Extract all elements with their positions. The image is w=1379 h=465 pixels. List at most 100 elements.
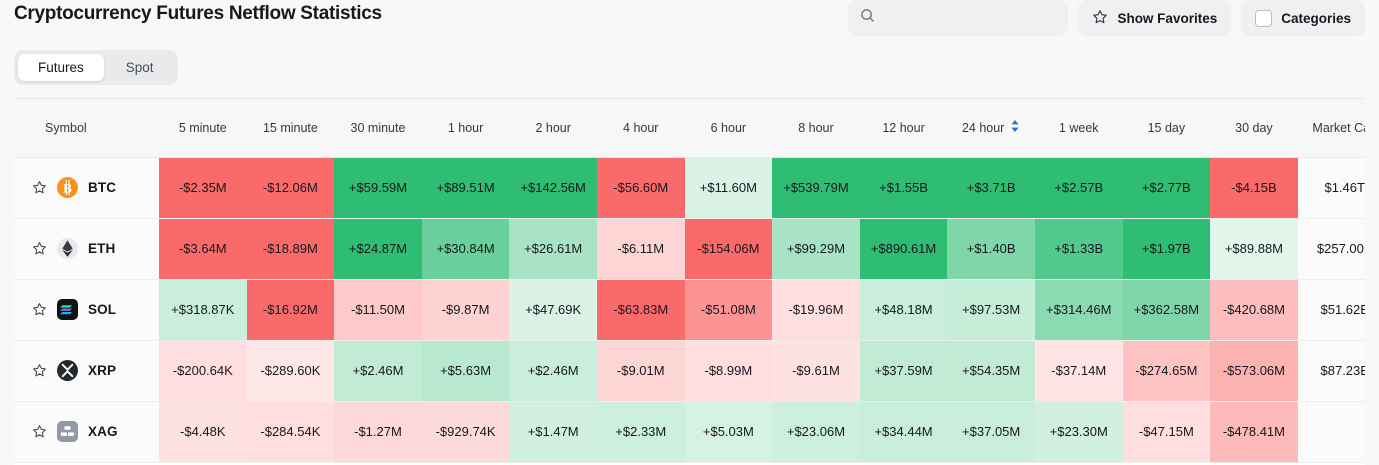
table-row[interactable]: SOL +$318.87K -$16.92M -$11.50M -$9.87M +$47.… xyxy=(14,279,1365,341)
netflow-cell: +$1.47M xyxy=(509,401,597,463)
xrp-icon xyxy=(57,360,78,381)
netflow-cell: +$314.46M xyxy=(1034,279,1123,341)
favorite-star-icon[interactable] xyxy=(32,302,47,317)
column-header-15-day[interactable]: 15 day xyxy=(1122,99,1211,158)
symbol-cell[interactable]: SOL xyxy=(14,279,159,341)
symbol-label: SOL xyxy=(88,302,117,317)
netflow-cell: +$362.58M xyxy=(1122,279,1211,341)
netflow-cell: -$9.87M xyxy=(421,279,510,341)
symbol-cell[interactable]: XRP xyxy=(14,340,159,402)
star-icon xyxy=(1092,9,1108,28)
table-row[interactable]: ETH -$3.64M -$18.89M +$24.87M +$30.84M +$26.6… xyxy=(14,218,1365,280)
symbol-cell[interactable]: XAG xyxy=(14,401,159,463)
column-header-label: 15 day xyxy=(1147,120,1186,135)
netflow-cell: +$2.77B xyxy=(1122,157,1211,219)
column-header-8-hour[interactable]: 8 hour xyxy=(772,99,860,158)
column-header-30-minute[interactable]: 30 minute xyxy=(334,99,422,158)
symbol-label: XRP xyxy=(88,363,117,378)
table-row[interactable]: B BTC -$2.35M -$12.06M +$59.59M +$89.51M +$142… xyxy=(14,157,1365,219)
netflow-cell: +$2.57B xyxy=(1034,157,1123,219)
netflow-cell: -$47.15M xyxy=(1122,401,1211,463)
tab-spot[interactable]: Spot xyxy=(106,54,174,81)
column-header-label: 4 hour xyxy=(623,120,659,135)
symbol-cell[interactable]: B BTC xyxy=(14,157,159,219)
table-body: B BTC -$2.35M -$12.06M +$59.59M +$89.51M +$142… xyxy=(14,157,1365,463)
column-header-1-week[interactable]: 1 week xyxy=(1034,99,1123,158)
column-header-12-hour[interactable]: 12 hour xyxy=(859,99,948,158)
table-row[interactable]: XRP -$200.64K -$289.60K +$2.46M +$5.63M +$2.4… xyxy=(14,340,1365,402)
column-header-30-day[interactable]: 30 day xyxy=(1210,99,1298,158)
netflow-cell: -$1.27M xyxy=(334,401,422,463)
netflow-cell: +$1.40B xyxy=(947,218,1035,280)
netflow-cell: -$289.60K xyxy=(246,340,335,402)
column-header-2-hour[interactable]: 2 hour xyxy=(509,99,597,158)
netflow-cell: +$89.88M xyxy=(1210,218,1298,280)
market-cap-cell: $257.00B xyxy=(1297,218,1365,280)
search-input[interactable] xyxy=(883,10,1057,26)
netflow-cell: +$23.06M xyxy=(772,401,860,463)
netflow-cell: +$97.53M xyxy=(947,279,1035,341)
favorite-star-icon[interactable] xyxy=(32,241,47,256)
page-header: Cryptocurrency Futures Netflow Statistic… xyxy=(0,0,1379,46)
netflow-cell: -$8.99M xyxy=(684,340,773,402)
netflow-cell: -$11.50M xyxy=(334,279,422,341)
categories-button[interactable]: Categories xyxy=(1241,0,1365,36)
market-cap-cell xyxy=(1297,401,1365,463)
symbol-label: BTC xyxy=(88,180,117,195)
netflow-table-container[interactable]: Symbol 5 minute 15 minute 30 minute 1 hour 2 … xyxy=(14,98,1365,465)
search-icon xyxy=(860,8,875,28)
netflow-cell: +$37.59M xyxy=(859,340,948,402)
netflow-cell: +$24.87M xyxy=(334,218,422,280)
netflow-cell: +$47.69K xyxy=(509,279,597,341)
netflow-cell: +$318.87K xyxy=(159,279,247,341)
checkbox-icon[interactable] xyxy=(1255,9,1273,27)
netflow-cell: +$34.44M xyxy=(859,401,948,463)
column-header-1-hour[interactable]: 1 hour xyxy=(421,99,510,158)
netflow-cell: +$1.33B xyxy=(1034,218,1123,280)
tab-futures[interactable]: Futures xyxy=(18,54,104,81)
netflow-table: Symbol 5 minute 15 minute 30 minute 1 hour 2 … xyxy=(14,99,1365,463)
search-box[interactable] xyxy=(848,0,1069,36)
show-favorites-label: Show Favorites xyxy=(1117,10,1218,26)
header-controls: Show Favorites Categories xyxy=(848,0,1365,36)
show-favorites-button[interactable]: Show Favorites xyxy=(1078,0,1232,36)
netflow-cell: -$9.61M xyxy=(772,340,860,402)
netflow-cell: -$63.83M xyxy=(596,279,685,341)
netflow-cell: -$284.54K xyxy=(246,401,335,463)
column-header-5-minute[interactable]: 5 minute xyxy=(159,99,247,158)
symbol-label: XAG xyxy=(88,424,118,439)
sol-icon xyxy=(57,299,78,320)
column-header-label: 12 hour xyxy=(882,120,925,135)
sort-arrows-icon[interactable] xyxy=(1010,119,1020,136)
netflow-cell: +$142.56M xyxy=(509,157,597,219)
netflow-cell: -$478.41M xyxy=(1210,401,1298,463)
column-header-4-hour[interactable]: 4 hour xyxy=(596,99,685,158)
netflow-cell: -$37.14M xyxy=(1034,340,1123,402)
netflow-cell: +$2.46M xyxy=(509,340,597,402)
netflow-cell: -$9.01M xyxy=(596,340,685,402)
market-cap-cell: $87.23B xyxy=(1297,340,1365,402)
netflow-cell: -$2.35M xyxy=(159,157,247,219)
column-header-label: 15 minute xyxy=(262,120,318,135)
netflow-cell: -$274.65M xyxy=(1122,340,1211,402)
favorite-star-icon[interactable] xyxy=(32,424,47,439)
favorite-star-icon[interactable] xyxy=(32,363,47,378)
column-header-market-cap[interactable]: Market Cap xyxy=(1297,99,1365,158)
column-header-label: 8 hour xyxy=(798,120,834,135)
netflow-cell: +$99.29M xyxy=(772,218,860,280)
symbol-cell[interactable]: ETH xyxy=(14,218,159,280)
table-header-row: Symbol 5 minute 15 minute 30 minute 1 hour 2 … xyxy=(14,99,1365,158)
column-header-symbol[interactable]: Symbol xyxy=(14,99,159,158)
netflow-cell: -$6.11M xyxy=(596,218,685,280)
table-row[interactable]: XAG -$4.48K -$284.54K -$1.27M -$929.74K +$1.4… xyxy=(14,401,1365,463)
favorite-star-icon[interactable] xyxy=(32,180,47,195)
column-header-24-hour[interactable]: 24 hour xyxy=(947,99,1035,158)
column-header-label: 30 day xyxy=(1235,120,1273,135)
column-header-label: 1 week xyxy=(1058,120,1099,135)
column-header-6-hour[interactable]: 6 hour xyxy=(684,99,773,158)
column-header-15-minute[interactable]: 15 minute xyxy=(246,99,335,158)
netflow-cell: -$4.15B xyxy=(1210,157,1298,219)
netflow-cell: -$929.74K xyxy=(421,401,510,463)
netflow-cell: +$48.18M xyxy=(859,279,948,341)
